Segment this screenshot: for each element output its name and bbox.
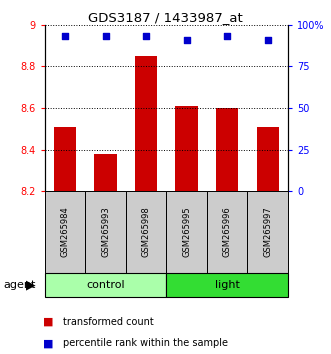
Bar bbox=[257, 127, 279, 191]
Bar bbox=[175, 106, 198, 191]
Text: agent: agent bbox=[3, 280, 36, 290]
Text: GSM265993: GSM265993 bbox=[101, 206, 110, 257]
Bar bbox=[45, 273, 166, 297]
Point bbox=[224, 34, 230, 39]
Text: GSM265984: GSM265984 bbox=[61, 206, 70, 257]
Bar bbox=[135, 56, 157, 191]
Text: GDS3187 / 1433987_at: GDS3187 / 1433987_at bbox=[88, 11, 243, 24]
Text: transformed count: transformed count bbox=[63, 317, 154, 327]
Point bbox=[143, 34, 149, 39]
Text: ▶: ▶ bbox=[26, 279, 36, 291]
Text: GSM265997: GSM265997 bbox=[263, 206, 272, 257]
Point bbox=[184, 37, 189, 42]
Point bbox=[62, 34, 68, 39]
Bar bbox=[216, 108, 238, 191]
Text: ■: ■ bbox=[43, 317, 54, 327]
Text: percentile rank within the sample: percentile rank within the sample bbox=[63, 338, 228, 348]
Bar bbox=[166, 273, 288, 297]
Bar bbox=[85, 191, 126, 273]
Bar bbox=[207, 191, 247, 273]
Text: GSM265998: GSM265998 bbox=[142, 206, 151, 257]
Bar bbox=[54, 127, 76, 191]
Bar bbox=[126, 191, 166, 273]
Text: GSM265996: GSM265996 bbox=[223, 206, 232, 257]
Bar bbox=[247, 191, 288, 273]
Text: GSM265995: GSM265995 bbox=[182, 206, 191, 257]
Bar bbox=[45, 191, 85, 273]
Text: light: light bbox=[215, 280, 240, 290]
Point bbox=[265, 37, 270, 42]
Bar bbox=[166, 191, 207, 273]
Text: control: control bbox=[86, 280, 125, 290]
Text: ■: ■ bbox=[43, 338, 54, 348]
Point bbox=[103, 34, 108, 39]
Bar bbox=[94, 154, 117, 191]
